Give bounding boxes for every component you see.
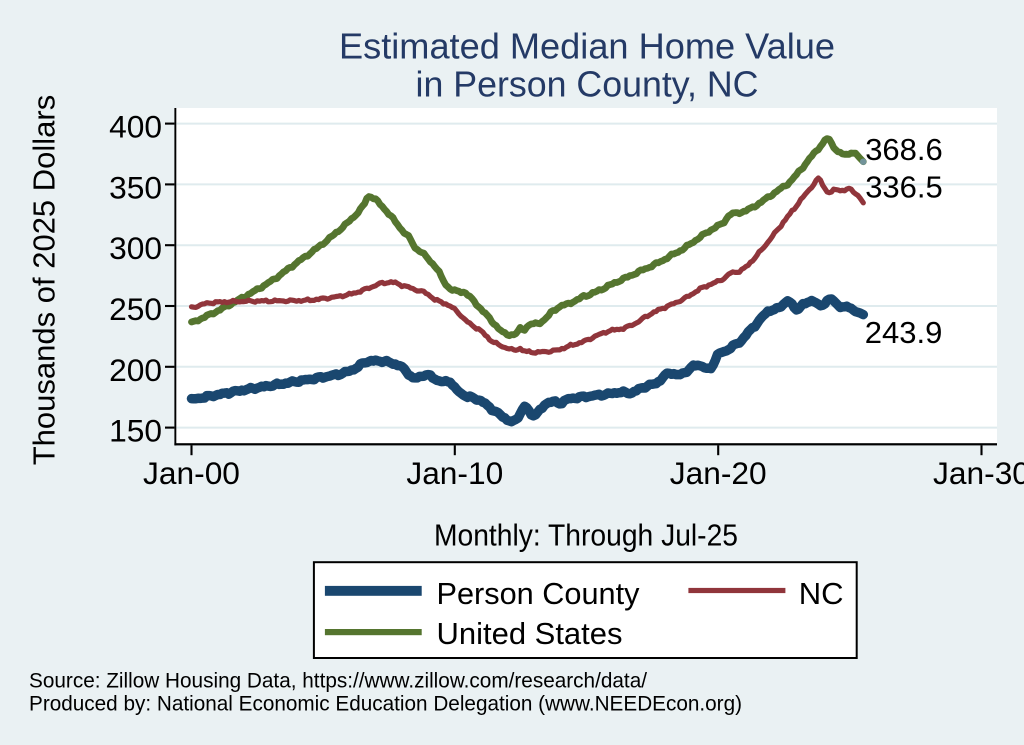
svg-text:in Person County, NC: in Person County, NC (416, 64, 759, 105)
svg-text:250: 250 (109, 291, 162, 327)
svg-text:Estimated Median Home Value: Estimated Median Home Value (339, 26, 835, 67)
svg-text:150: 150 (109, 413, 162, 449)
svg-text:Person County: Person County (437, 576, 640, 611)
svg-text:Jan-20: Jan-20 (670, 455, 767, 491)
svg-text:Jan-10: Jan-10 (406, 455, 503, 491)
svg-text:Source: Zillow Housing Data, h: Source: Zillow Housing Data, https://www… (29, 669, 647, 692)
svg-text:350: 350 (109, 169, 162, 205)
svg-text:Monthly: Through Jul-25: Monthly: Through Jul-25 (434, 518, 738, 553)
svg-text:Thousands of 2025 Dollars: Thousands of 2025 Dollars (26, 95, 61, 466)
svg-text:368.6: 368.6 (865, 132, 943, 167)
svg-text:United States: United States (437, 616, 623, 651)
svg-text:300: 300 (109, 230, 162, 266)
svg-text:NC: NC (799, 576, 844, 611)
svg-text:Jan-30: Jan-30 (933, 455, 1024, 491)
svg-text:200: 200 (109, 352, 162, 388)
svg-text:243.9: 243.9 (865, 315, 943, 350)
svg-text:Jan-00: Jan-00 (143, 455, 240, 491)
svg-text:400: 400 (109, 109, 162, 145)
svg-text:Produced by: National Economic: Produced by: National Economic Education… (29, 692, 742, 715)
svg-text:336.5: 336.5 (865, 169, 943, 204)
